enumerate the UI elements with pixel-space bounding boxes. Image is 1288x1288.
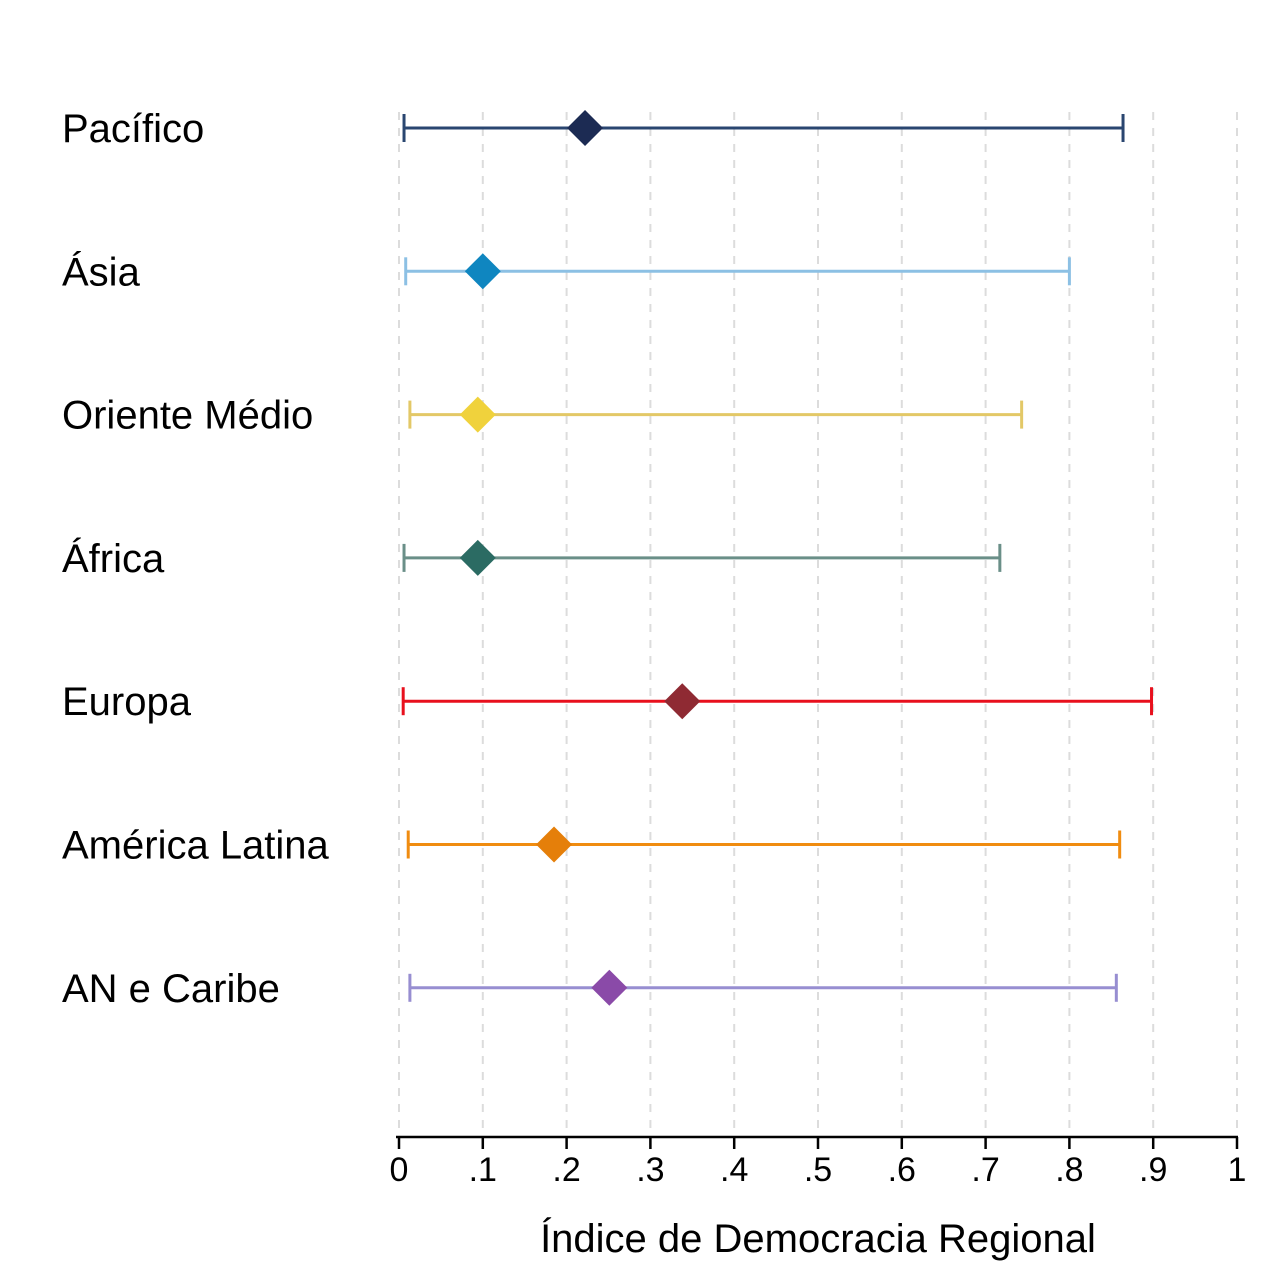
series-layer — [401, 110, 1154, 1006]
category-labels: Pacífico Ásia Oriente Médio África Europa Amé… — [62, 107, 330, 1011]
category-label: Ásia — [62, 249, 141, 294]
category-label: Europa — [62, 680, 192, 724]
category-label: América Latina — [62, 824, 330, 868]
grid-lines — [398, 112, 1238, 1137]
x-tick-label: .2 — [552, 1151, 580, 1189]
x-tick-label: .6 — [888, 1151, 916, 1189]
mean-marker — [664, 683, 701, 720]
x-axis-title: Índice de Democracia Regional — [540, 1216, 1096, 1261]
x-tick-label: 0 — [390, 1151, 409, 1189]
category-label: Pacífico — [62, 107, 204, 151]
x-axis: 0 .1 .2 .3 .4 .5 .6 .7 .8 .9 1 — [390, 1135, 1247, 1189]
x-tick-label: .3 — [636, 1151, 664, 1189]
mean-marker — [567, 110, 604, 146]
x-tick-label: .5 — [804, 1151, 832, 1189]
x-tick-label: .8 — [1055, 1151, 1083, 1189]
x-tick-label: 1 — [1228, 1151, 1247, 1189]
mean-marker — [591, 969, 628, 1006]
mean-marker — [459, 396, 496, 433]
category-label: Oriente Médio — [62, 394, 313, 438]
mean-marker — [464, 253, 501, 290]
x-tick-label: .9 — [1139, 1151, 1167, 1189]
mean-marker — [536, 826, 573, 863]
mean-marker — [459, 539, 496, 576]
x-tick-label: .1 — [469, 1151, 497, 1189]
x-tick-label: .4 — [720, 1151, 748, 1189]
category-label: África — [62, 536, 165, 581]
x-tick-label: .7 — [971, 1151, 999, 1189]
category-label: AN e Caribe — [62, 967, 280, 1011]
